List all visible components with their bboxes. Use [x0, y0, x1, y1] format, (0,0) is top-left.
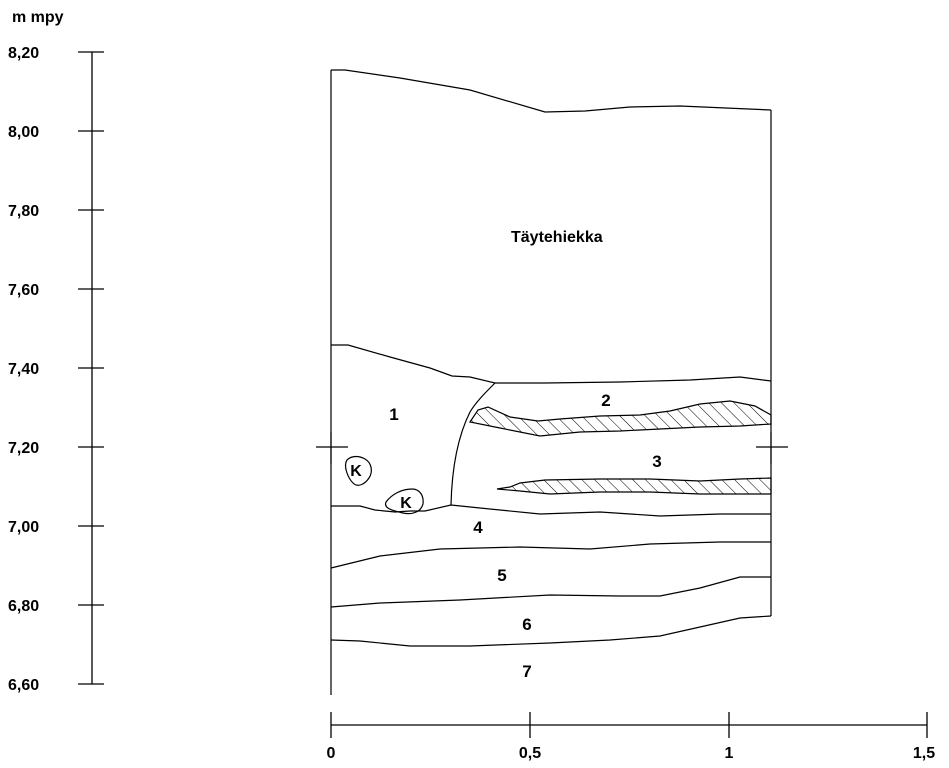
ground-surface-line — [331, 69, 772, 113]
layer-4-5-boundary — [330, 541, 771, 569]
layer-boundaries — [330, 344, 772, 647]
distance-tick-label: 1 — [725, 745, 734, 762]
elevation-unit-label: m mpy — [12, 9, 64, 26]
elevation-axis: m mpy 8,20 8,00 7,80 7,60 7,40 7,20 7,00… — [8, 9, 104, 694]
distance-tick-label: 0,5 — [519, 745, 541, 762]
reference-crosses — [316, 432, 788, 464]
layer-2-hatched-band — [469, 400, 772, 437]
elevation-tick-label: 7,80 — [8, 203, 39, 220]
stone-outline — [384, 488, 424, 515]
fill-bottom-boundary — [331, 344, 772, 384]
fill-layer-label: Täytehiekka — [511, 229, 603, 246]
stone-marker-label: K — [350, 463, 362, 480]
distance-tick-label: 0 — [327, 745, 336, 762]
layer-label-4: 4 — [473, 518, 483, 537]
elevation-tick-label: 7,00 — [8, 519, 39, 536]
stone-markers: K K — [344, 455, 424, 515]
elevation-tick-label: 6,60 — [8, 677, 39, 694]
stone-marker-label: K — [400, 495, 412, 512]
elevation-tick-label: 8,20 — [8, 45, 39, 62]
elevation-tick-label: 7,40 — [8, 361, 39, 378]
layer-3-hatched-band — [496, 477, 772, 495]
elevation-tick-label: 8,00 — [8, 124, 39, 141]
layer-label-5: 5 — [497, 566, 506, 585]
elevation-tick-label: 6,80 — [8, 598, 39, 615]
layer-label-7: 7 — [522, 662, 531, 681]
layer-label-6: 6 — [522, 615, 531, 634]
layer-label-2: 2 — [601, 391, 610, 410]
section-outline — [330, 69, 772, 695]
hatched-layers — [469, 400, 772, 495]
layer-5-6-boundary — [330, 576, 771, 608]
layer-6-7-boundary — [330, 615, 772, 647]
layer-label-3: 3 — [652, 452, 661, 471]
distance-axis: 0 0,5 1 1,5 — [327, 712, 935, 762]
elevation-tick-label: 7,20 — [8, 440, 39, 457]
stone-outline — [344, 455, 372, 486]
layer-1-boundary — [450, 382, 496, 506]
layer-4-top-boundary — [331, 504, 771, 517]
distance-tick-label: 1,5 — [913, 745, 935, 762]
elevation-tick-label: 7,60 — [8, 282, 39, 299]
layer-label-1: 1 — [389, 405, 398, 424]
layer-labels: Täytehiekka 1 2 3 4 5 6 7 — [389, 229, 661, 681]
